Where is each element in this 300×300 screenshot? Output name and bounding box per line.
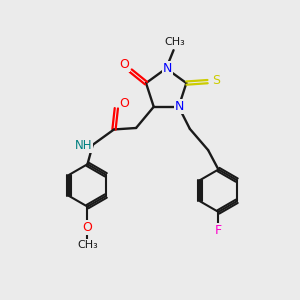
Text: O: O [120,97,130,110]
Text: NH: NH [75,140,92,152]
Text: O: O [82,221,92,234]
Text: F: F [215,224,222,237]
Text: O: O [119,58,129,71]
Text: S: S [212,74,220,87]
Text: CH₃: CH₃ [77,240,98,250]
Text: N: N [175,100,184,113]
Text: N: N [163,62,172,75]
Text: CH₃: CH₃ [165,37,185,47]
